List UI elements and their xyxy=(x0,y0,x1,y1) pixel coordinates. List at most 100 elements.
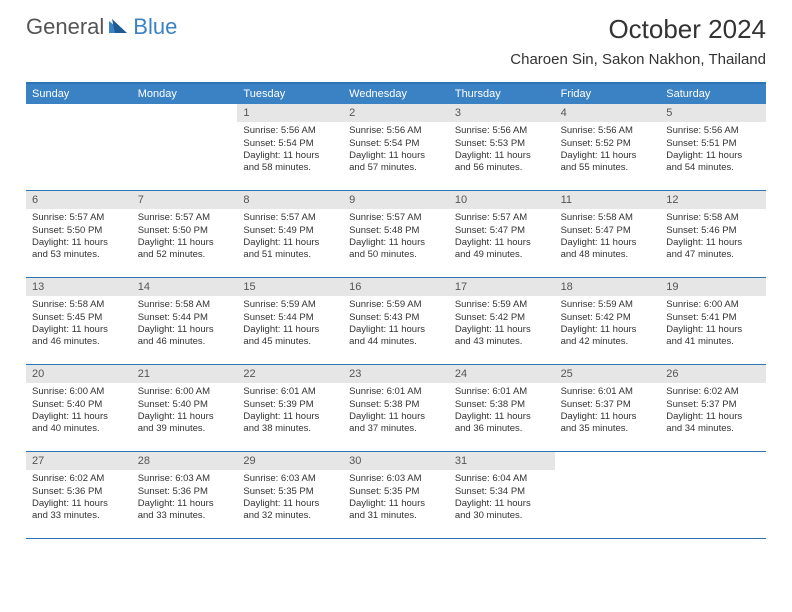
day-number: 6 xyxy=(26,191,132,209)
day-body: Sunrise: 5:58 AMSunset: 5:44 PMDaylight:… xyxy=(132,296,238,352)
day-body: Sunrise: 5:59 AMSunset: 5:42 PMDaylight:… xyxy=(555,296,661,352)
daylight-line: Daylight: 11 hours and 48 minutes. xyxy=(561,237,655,262)
week-row: 1Sunrise: 5:56 AMSunset: 5:54 PMDaylight… xyxy=(26,104,766,191)
sunrise-line: Sunrise: 6:02 AM xyxy=(666,386,760,398)
day-body: Sunrise: 6:03 AMSunset: 5:35 PMDaylight:… xyxy=(343,470,449,526)
day-number: 26 xyxy=(660,365,766,383)
dayname-sunday: Sunday xyxy=(26,84,132,104)
day-number: 23 xyxy=(343,365,449,383)
sunset-line: Sunset: 5:44 PM xyxy=(243,312,337,324)
daylight-line: Daylight: 11 hours and 44 minutes. xyxy=(349,324,443,349)
day-cell-15: 15Sunrise: 5:59 AMSunset: 5:44 PMDayligh… xyxy=(237,278,343,364)
daylight-line: Daylight: 11 hours and 32 minutes. xyxy=(243,498,337,523)
day-cell-23: 23Sunrise: 6:01 AMSunset: 5:38 PMDayligh… xyxy=(343,365,449,451)
daylight-line: Daylight: 11 hours and 55 minutes. xyxy=(561,150,655,175)
day-number: 16 xyxy=(343,278,449,296)
day-body: Sunrise: 5:58 AMSunset: 5:45 PMDaylight:… xyxy=(26,296,132,352)
day-number: 25 xyxy=(555,365,661,383)
sunrise-line: Sunrise: 6:02 AM xyxy=(32,473,126,485)
dayname-tuesday: Tuesday xyxy=(237,84,343,104)
sunset-line: Sunset: 5:41 PM xyxy=(666,312,760,324)
sunset-line: Sunset: 5:40 PM xyxy=(138,399,232,411)
day-cell-17: 17Sunrise: 5:59 AMSunset: 5:42 PMDayligh… xyxy=(449,278,555,364)
daylight-line: Daylight: 11 hours and 47 minutes. xyxy=(666,237,760,262)
logo-triangle-icon xyxy=(109,17,131,38)
day-number: 7 xyxy=(132,191,238,209)
sunset-line: Sunset: 5:36 PM xyxy=(138,486,232,498)
sunset-line: Sunset: 5:51 PM xyxy=(666,138,760,150)
sunset-line: Sunset: 5:38 PM xyxy=(349,399,443,411)
day-body: Sunrise: 5:56 AMSunset: 5:51 PMDaylight:… xyxy=(660,122,766,178)
day-number: 1 xyxy=(237,104,343,122)
day-cell-16: 16Sunrise: 5:59 AMSunset: 5:43 PMDayligh… xyxy=(343,278,449,364)
day-number: 30 xyxy=(343,452,449,470)
day-cell-28: 28Sunrise: 6:03 AMSunset: 5:36 PMDayligh… xyxy=(132,452,238,538)
daylight-line: Daylight: 11 hours and 40 minutes. xyxy=(32,411,126,436)
sunrise-line: Sunrise: 6:04 AM xyxy=(455,473,549,485)
day-cell-5: 5Sunrise: 5:56 AMSunset: 5:51 PMDaylight… xyxy=(660,104,766,190)
day-body: Sunrise: 5:57 AMSunset: 5:48 PMDaylight:… xyxy=(343,209,449,265)
sunrise-line: Sunrise: 6:01 AM xyxy=(455,386,549,398)
dayname-wednesday: Wednesday xyxy=(343,84,449,104)
daylight-line: Daylight: 11 hours and 38 minutes. xyxy=(243,411,337,436)
sunrise-line: Sunrise: 6:01 AM xyxy=(243,386,337,398)
day-number: 11 xyxy=(555,191,661,209)
daylight-line: Daylight: 11 hours and 58 minutes. xyxy=(243,150,337,175)
sunrise-line: Sunrise: 5:56 AM xyxy=(243,125,337,137)
day-cell-21: 21Sunrise: 6:00 AMSunset: 5:40 PMDayligh… xyxy=(132,365,238,451)
day-number: 2 xyxy=(343,104,449,122)
daylight-line: Daylight: 11 hours and 37 minutes. xyxy=(349,411,443,436)
dayname-row: SundayMondayTuesdayWednesdayThursdayFrid… xyxy=(26,84,766,104)
sunrise-line: Sunrise: 5:56 AM xyxy=(455,125,549,137)
sunset-line: Sunset: 5:47 PM xyxy=(561,225,655,237)
day-body: Sunrise: 5:57 AMSunset: 5:50 PMDaylight:… xyxy=(132,209,238,265)
day-body: Sunrise: 5:58 AMSunset: 5:46 PMDaylight:… xyxy=(660,209,766,265)
sunrise-line: Sunrise: 5:57 AM xyxy=(455,212,549,224)
day-number: 4 xyxy=(555,104,661,122)
calendar: SundayMondayTuesdayWednesdayThursdayFrid… xyxy=(26,82,766,539)
daylight-line: Daylight: 11 hours and 33 minutes. xyxy=(138,498,232,523)
header: General Blue October 2024 Charoen Sin, S… xyxy=(0,0,792,74)
sunrise-line: Sunrise: 5:58 AM xyxy=(561,212,655,224)
sunrise-line: Sunrise: 5:57 AM xyxy=(349,212,443,224)
sunrise-line: Sunrise: 6:01 AM xyxy=(561,386,655,398)
day-number: 13 xyxy=(26,278,132,296)
sunset-line: Sunset: 5:43 PM xyxy=(349,312,443,324)
day-number: 18 xyxy=(555,278,661,296)
daylight-line: Daylight: 11 hours and 46 minutes. xyxy=(32,324,126,349)
sunset-line: Sunset: 5:53 PM xyxy=(455,138,549,150)
day-body: Sunrise: 5:58 AMSunset: 5:47 PMDaylight:… xyxy=(555,209,661,265)
day-cell-13: 13Sunrise: 5:58 AMSunset: 5:45 PMDayligh… xyxy=(26,278,132,364)
sunrise-line: Sunrise: 5:56 AM xyxy=(349,125,443,137)
sunrise-line: Sunrise: 5:59 AM xyxy=(349,299,443,311)
day-body: Sunrise: 5:57 AMSunset: 5:47 PMDaylight:… xyxy=(449,209,555,265)
page-title: October 2024 xyxy=(510,14,766,45)
daylight-line: Daylight: 11 hours and 57 minutes. xyxy=(349,150,443,175)
day-body: Sunrise: 6:01 AMSunset: 5:38 PMDaylight:… xyxy=(343,383,449,439)
sunrise-line: Sunrise: 6:03 AM xyxy=(138,473,232,485)
sunset-line: Sunset: 5:42 PM xyxy=(561,312,655,324)
day-cell-10: 10Sunrise: 5:57 AMSunset: 5:47 PMDayligh… xyxy=(449,191,555,277)
day-number: 19 xyxy=(660,278,766,296)
day-cell-6: 6Sunrise: 5:57 AMSunset: 5:50 PMDaylight… xyxy=(26,191,132,277)
daylight-line: Daylight: 11 hours and 36 minutes. xyxy=(455,411,549,436)
day-cell-4: 4Sunrise: 5:56 AMSunset: 5:52 PMDaylight… xyxy=(555,104,661,190)
sunset-line: Sunset: 5:44 PM xyxy=(138,312,232,324)
day-number: 27 xyxy=(26,452,132,470)
logo: General Blue xyxy=(26,14,177,40)
day-body: Sunrise: 6:04 AMSunset: 5:34 PMDaylight:… xyxy=(449,470,555,526)
daylight-line: Daylight: 11 hours and 42 minutes. xyxy=(561,324,655,349)
day-cell-19: 19Sunrise: 6:00 AMSunset: 5:41 PMDayligh… xyxy=(660,278,766,364)
daylight-line: Daylight: 11 hours and 43 minutes. xyxy=(455,324,549,349)
day-cell-20: 20Sunrise: 6:00 AMSunset: 5:40 PMDayligh… xyxy=(26,365,132,451)
week-row: 20Sunrise: 6:00 AMSunset: 5:40 PMDayligh… xyxy=(26,365,766,452)
day-cell-24: 24Sunrise: 6:01 AMSunset: 5:38 PMDayligh… xyxy=(449,365,555,451)
sunrise-line: Sunrise: 5:58 AM xyxy=(32,299,126,311)
sunset-line: Sunset: 5:47 PM xyxy=(455,225,549,237)
day-body: Sunrise: 5:57 AMSunset: 5:50 PMDaylight:… xyxy=(26,209,132,265)
daylight-line: Daylight: 11 hours and 35 minutes. xyxy=(561,411,655,436)
dayname-thursday: Thursday xyxy=(449,84,555,104)
day-number: 22 xyxy=(237,365,343,383)
day-cell-18: 18Sunrise: 5:59 AMSunset: 5:42 PMDayligh… xyxy=(555,278,661,364)
day-body: Sunrise: 5:59 AMSunset: 5:43 PMDaylight:… xyxy=(343,296,449,352)
